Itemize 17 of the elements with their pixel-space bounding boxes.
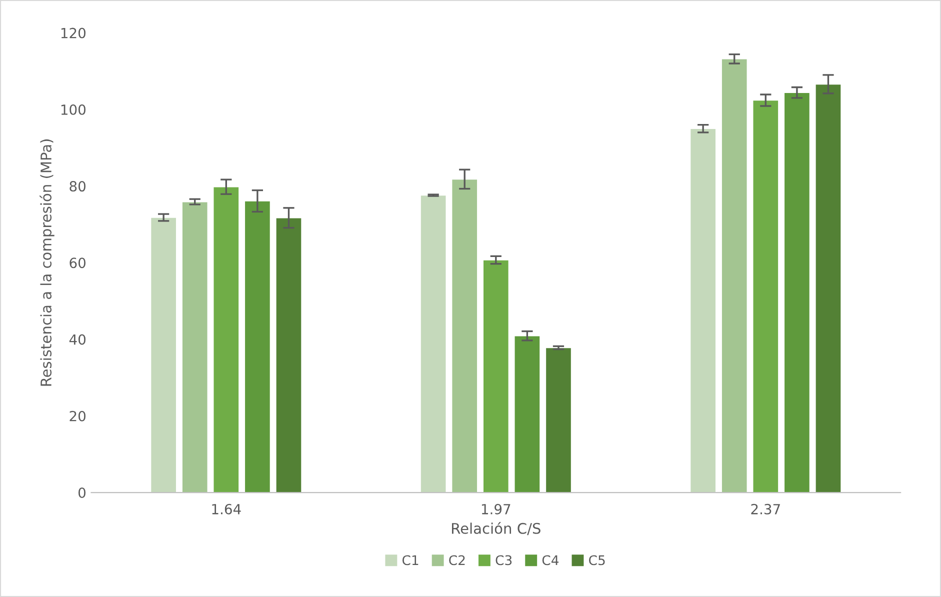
- y-axis-title: Resistencia a la compresión (MPa): [40, 139, 54, 386]
- x-tick-label: 1.64: [212, 504, 241, 514]
- legend-label: C4: [542, 555, 559, 566]
- legend-label: C1: [402, 555, 418, 566]
- legend-label: C2: [449, 555, 465, 566]
- x-tick-label: 1.97: [482, 504, 510, 514]
- legend-label: C5: [589, 555, 605, 566]
- y-tick-label: 60: [70, 258, 86, 268]
- x-tick-label: 2.37: [751, 504, 780, 514]
- legend-label: C3: [496, 555, 512, 566]
- y-tick-label: 20: [70, 410, 86, 422]
- y-tick-label: 120: [61, 28, 86, 38]
- y-tick-label: 40: [69, 334, 86, 345]
- x-axis-title: Relación C/S: [452, 522, 540, 536]
- y-tick-label: 80: [70, 181, 86, 192]
- y-tick-label: 0: [78, 487, 86, 498]
- y-tick-label: 100: [61, 104, 86, 115]
